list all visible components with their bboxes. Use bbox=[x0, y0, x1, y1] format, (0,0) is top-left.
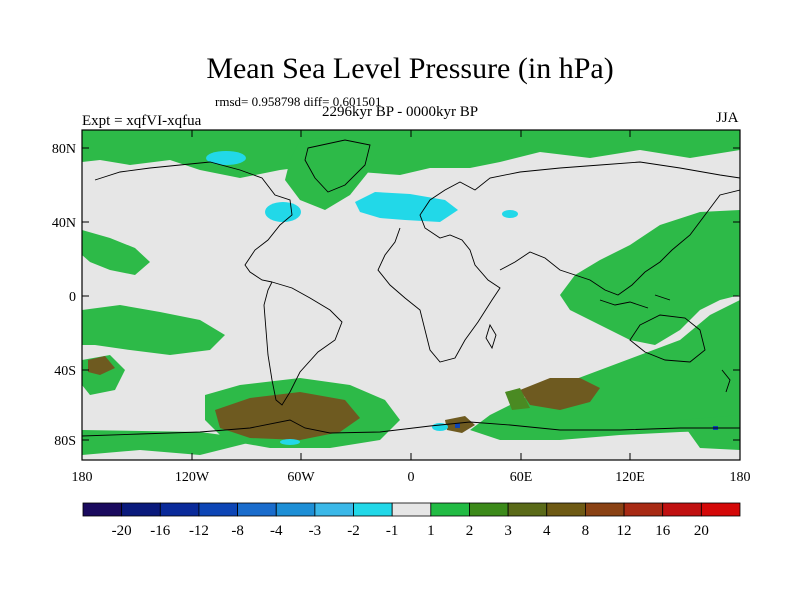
legend-swatch bbox=[585, 502, 625, 517]
legend-label: -20 bbox=[112, 523, 132, 539]
negative-anomaly-regions bbox=[206, 151, 518, 445]
season-label: JJA bbox=[716, 110, 739, 126]
legend-swatch bbox=[353, 502, 393, 517]
legend-label: -3 bbox=[309, 523, 322, 539]
legend-swatch bbox=[275, 502, 316, 517]
legend-swatch bbox=[159, 502, 200, 517]
legend-swatch bbox=[507, 502, 548, 517]
europe-africa-coast bbox=[377, 167, 561, 363]
legend-swatch bbox=[121, 502, 161, 517]
indian-dark-green bbox=[505, 388, 530, 410]
map-plot-area bbox=[82, 130, 740, 460]
north-america-coast bbox=[94, 161, 293, 283]
legend-label: -1 bbox=[386, 523, 399, 539]
legend-swatch bbox=[82, 502, 123, 517]
lon-tick-label: 120W bbox=[175, 470, 210, 485]
lat-tick-label: 0 bbox=[69, 290, 76, 305]
south-america-coast bbox=[263, 281, 343, 406]
lon-tick-label: 60W bbox=[287, 470, 315, 485]
australia-coast bbox=[629, 314, 706, 363]
indian-ocean-brown bbox=[520, 378, 600, 410]
greenland-coast bbox=[304, 139, 371, 193]
map-title: Mean Sea Level Pressure (in hPa) bbox=[206, 52, 614, 85]
legend-swatch bbox=[430, 502, 470, 517]
asia-coast bbox=[499, 161, 740, 296]
lon-tick-label: 180 bbox=[730, 470, 751, 485]
pacific-brown bbox=[88, 356, 115, 375]
legend-label: 12 bbox=[617, 523, 632, 539]
lat-tick-label: 40S bbox=[54, 364, 76, 379]
legend-label: -2 bbox=[347, 523, 360, 539]
latitude-axis: 80N 40N 0 40S 80S bbox=[52, 142, 740, 449]
lon-tick-label: 120E bbox=[615, 470, 645, 485]
coastlines bbox=[82, 139, 740, 437]
legend-swatch bbox=[237, 502, 277, 517]
north-atlantic-cyan bbox=[355, 192, 458, 222]
lon-tick-label: 60E bbox=[510, 470, 533, 485]
lon-tick-label: 180 bbox=[72, 470, 93, 485]
period-label: 2296kyr BP - 0000kyr BP bbox=[322, 104, 479, 120]
western-pacific-spots bbox=[82, 230, 150, 275]
legend-swatch bbox=[623, 502, 664, 517]
legend-label: 16 bbox=[655, 523, 671, 539]
legend-swatch bbox=[198, 502, 238, 517]
legend-swatch bbox=[469, 502, 509, 517]
new-zealand-coast bbox=[721, 369, 731, 393]
antarctic-fringe-east bbox=[680, 415, 740, 450]
legend-swatch bbox=[314, 502, 354, 517]
hudson-cyan bbox=[206, 151, 246, 165]
legend-label: 3 bbox=[504, 523, 512, 539]
antarctic-cyan-1 bbox=[280, 439, 300, 445]
madagascar-coast bbox=[485, 323, 497, 350]
legend-label: 20 bbox=[694, 523, 709, 539]
legend-swatch bbox=[391, 502, 432, 517]
legend-label: -12 bbox=[189, 523, 209, 539]
legend-swatch bbox=[662, 502, 702, 517]
asia-indian-pacific-band bbox=[560, 210, 740, 345]
legend-label: -8 bbox=[231, 523, 244, 539]
lat-tick-label: 80S bbox=[54, 434, 76, 449]
greenland-region bbox=[285, 135, 380, 210]
legend-label: -4 bbox=[270, 523, 283, 539]
positive-anomaly-regions bbox=[82, 130, 740, 455]
lat-tick-label: 80N bbox=[52, 142, 76, 157]
legend-colorbar: -20 -16 -12 -8 -4 -3 -2 -1 1 2 3 4 8 12 16 20 bbox=[82, 502, 741, 539]
antarctic-fringe bbox=[82, 430, 260, 455]
legend-swatch bbox=[700, 502, 741, 517]
legend-label: 4 bbox=[543, 523, 551, 539]
east-pacific-region bbox=[82, 305, 225, 355]
antarctica-coast bbox=[82, 419, 740, 437]
legend-label: 8 bbox=[582, 523, 590, 539]
lon-tick-label: 0 bbox=[408, 470, 415, 485]
great-lakes-cyan bbox=[265, 202, 301, 222]
legend-swatch bbox=[546, 502, 586, 517]
legend-label: 2 bbox=[466, 523, 474, 539]
stats-text: rmsd= 0.958798 diff= 0.601501 bbox=[215, 94, 382, 109]
longitude-axis: 180 120W 60W 0 60E 120E 180 bbox=[72, 130, 751, 485]
antarctic-blue-dot bbox=[455, 423, 460, 428]
caspian-cyan bbox=[502, 210, 518, 218]
experiment-label: Expt = xqfVI-xqfua bbox=[82, 113, 202, 129]
strong-positive-regions bbox=[88, 356, 600, 440]
indonesia-coast bbox=[599, 294, 671, 309]
arctic-band bbox=[82, 130, 740, 178]
legend-label: -16 bbox=[150, 523, 170, 539]
lat-tick-label: 40N bbox=[52, 216, 76, 231]
legend-label: 1 bbox=[427, 523, 435, 539]
